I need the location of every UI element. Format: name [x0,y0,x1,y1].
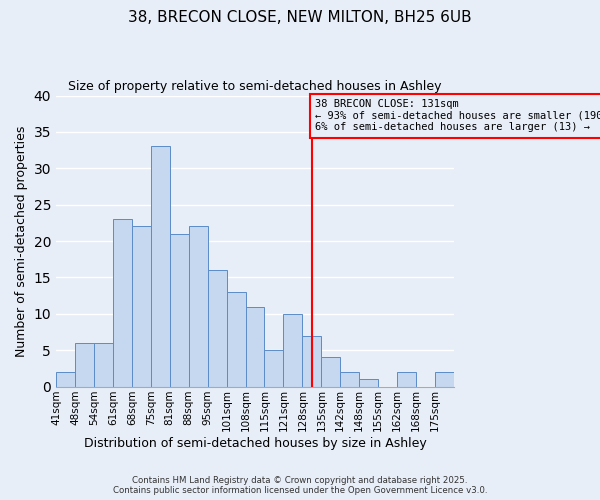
Bar [322,358,340,386]
Bar [94,343,113,386]
Bar [56,372,75,386]
Bar [208,270,227,386]
Bar [151,146,170,386]
Bar [188,226,208,386]
Bar [283,314,302,386]
Bar [340,372,359,386]
Bar [170,234,188,386]
Bar [245,306,265,386]
X-axis label: Distribution of semi-detached houses by size in Ashley: Distribution of semi-detached houses by … [83,437,427,450]
Text: Contains HM Land Registry data © Crown copyright and database right 2025.
Contai: Contains HM Land Registry data © Crown c… [113,476,487,495]
Bar [435,372,454,386]
Text: 38 BRECON CLOSE: 131sqm
← 93% of semi-detached houses are smaller (190)
6% of se: 38 BRECON CLOSE: 131sqm ← 93% of semi-de… [315,99,600,132]
Bar [359,380,378,386]
Bar [265,350,283,387]
Bar [302,336,322,386]
Bar [227,292,245,386]
Bar [397,372,416,386]
Title: Size of property relative to semi-detached houses in Ashley: Size of property relative to semi-detach… [68,80,442,93]
Text: 38, BRECON CLOSE, NEW MILTON, BH25 6UB: 38, BRECON CLOSE, NEW MILTON, BH25 6UB [128,10,472,25]
Bar [132,226,151,386]
Bar [75,343,94,386]
Bar [113,219,132,386]
Y-axis label: Number of semi-detached properties: Number of semi-detached properties [15,126,28,356]
